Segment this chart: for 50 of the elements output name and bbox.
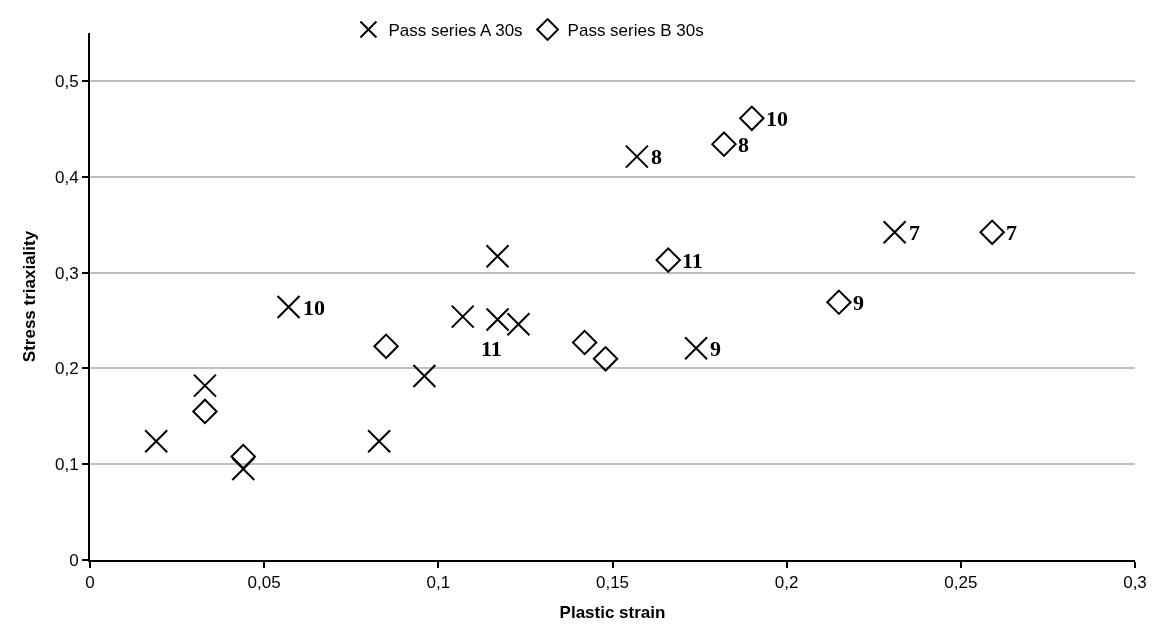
point <box>412 364 437 389</box>
point <box>276 295 301 320</box>
x-tick-label: 0 <box>85 573 95 593</box>
point <box>571 329 598 356</box>
x-tick-label: 0,3 <box>1123 573 1147 593</box>
point <box>450 304 475 329</box>
point <box>192 373 217 398</box>
point <box>739 105 765 131</box>
point <box>192 398 218 425</box>
point <box>979 219 1005 245</box>
point <box>230 443 256 470</box>
point <box>624 144 649 169</box>
point <box>592 346 619 372</box>
annotation: 9 <box>710 336 721 361</box>
point <box>655 247 681 273</box>
legend-label: Pass series B 30s <box>567 21 704 41</box>
x-tick-label: 0,05 <box>247 573 281 593</box>
point <box>485 244 510 269</box>
point <box>373 333 399 360</box>
y-tick-label: 0,1 <box>54 455 79 475</box>
point <box>231 456 256 481</box>
annotation: 10 <box>766 106 788 131</box>
point <box>506 312 531 337</box>
point <box>144 429 169 454</box>
annotation: 8 <box>651 144 662 169</box>
annotation: 10 <box>303 295 325 320</box>
legend-label: Pass series A 30s <box>388 21 523 41</box>
annotation: 7 <box>909 220 920 245</box>
point <box>711 131 737 157</box>
x-axis-title: Plastic strain <box>559 603 666 623</box>
point <box>882 220 907 245</box>
y-axis-title: Stress triaxiality <box>20 230 40 363</box>
y-tick-label: 0,2 <box>54 359 79 379</box>
y-tick-label: 0,5 <box>54 71 79 91</box>
annotation: 11 <box>682 248 703 273</box>
y-tick-label: 0 <box>69 550 79 570</box>
annotation: 9 <box>853 290 864 315</box>
y-tick-label: 0,4 <box>54 167 79 187</box>
point <box>826 289 852 315</box>
point <box>485 307 510 332</box>
annotation: 8 <box>738 132 749 157</box>
y-tick-label: 0,3 <box>54 263 79 283</box>
point <box>367 429 392 454</box>
point <box>684 336 709 361</box>
x-tick-label: 0,15 <box>595 573 630 593</box>
annotation: 7 <box>1006 220 1017 245</box>
x-tick-label: 0,25 <box>944 573 978 593</box>
x-tick-label: 0,1 <box>426 573 451 593</box>
annotation: 11 <box>481 336 502 361</box>
x-tick-label: 0,2 <box>774 573 799 593</box>
